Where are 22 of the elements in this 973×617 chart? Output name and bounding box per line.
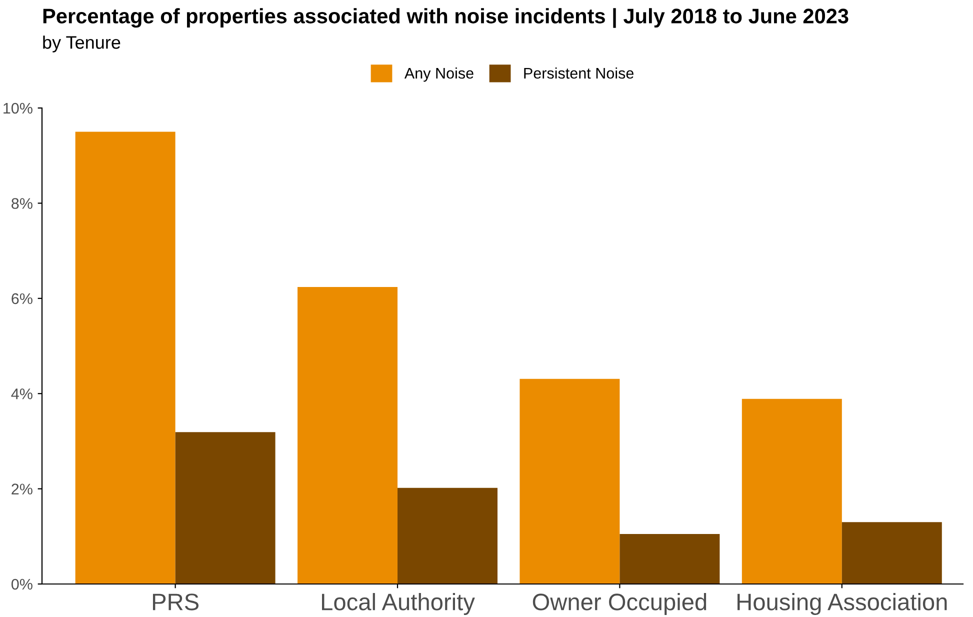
y-tick-label: 2%: [12, 484, 32, 494]
bar: [620, 534, 720, 584]
y-tick-label: 4%: [11, 388, 32, 400]
y-tick-label: 6%: [12, 293, 32, 304]
chart-subtitle: by Tenure: [43, 36, 120, 52]
bar: [398, 488, 498, 584]
x-tick-label: Owner Occupied: [532, 593, 706, 616]
x-tick-label: Housing Association: [738, 593, 947, 616]
x-tick-label: PRS: [152, 594, 199, 610]
legend-label: Persistent Noise: [524, 67, 634, 79]
bar: [75, 132, 176, 584]
legend-label: Any Noise: [404, 67, 474, 82]
y-tick-label: 0%: [11, 578, 32, 590]
bar: [520, 378, 620, 584]
bar: [298, 286, 398, 584]
bar: [842, 522, 942, 584]
y-tick-label: 10%: [4, 102, 32, 114]
y-tick-label: 8%: [12, 198, 32, 209]
bar: [175, 432, 276, 584]
chart-title: Percentage of properties associated with noise incidents | July 2018 to June 2023: [43, 8, 848, 28]
x-tick-label: Local Authority: [322, 593, 475, 616]
bar: [742, 398, 842, 584]
